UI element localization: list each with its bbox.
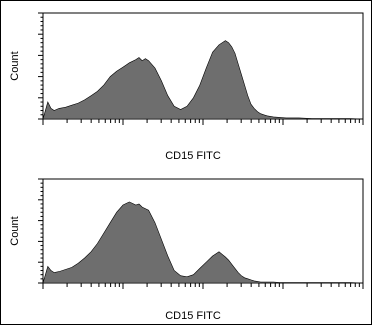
y-axis-label-top: Count [9,51,21,80]
histogram-area-top [42,40,364,120]
x-ticks-top [42,119,364,125]
x-ticks-bottom [42,283,364,289]
histogram-area-bottom [42,201,364,284]
y-ticks-bottom [38,178,43,284]
histogram-panel-top: Count CD15 FITC [9,12,364,162]
histogram-panel-bottom: Count CD15 FITC [9,178,364,322]
x-axis-label-top: CD15 FITC [165,150,221,162]
x-axis-label-bottom: CD15 FITC [165,310,221,322]
y-ticks-top [38,12,43,120]
y-axis-label-bottom: Count [9,216,21,245]
histogram-figure: Count CD15 FITC Count CD15 FITC [9,12,364,322]
